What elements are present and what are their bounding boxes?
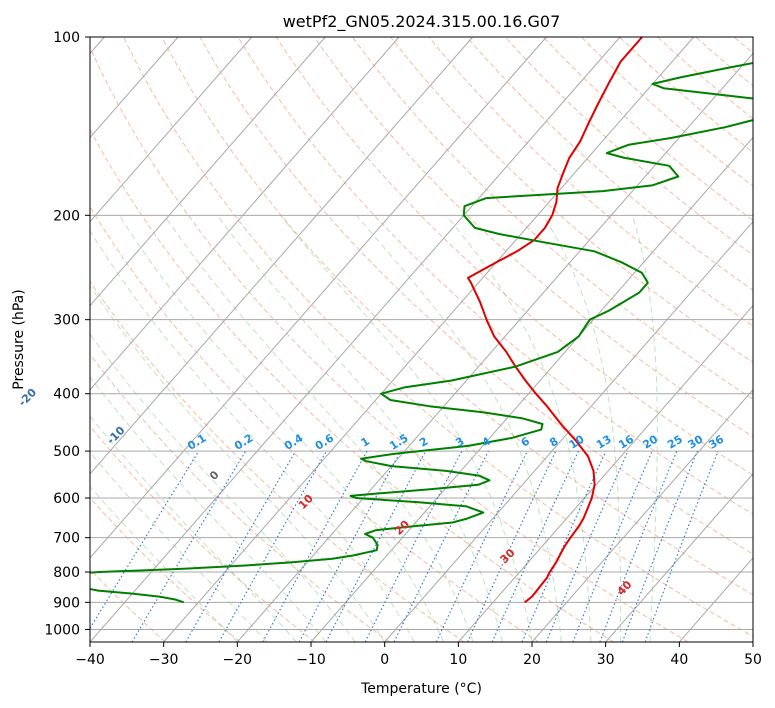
y-tick-label: 400: [53, 387, 80, 403]
moist-adiabat-line: [163, 215, 474, 642]
mixing-ratio-line: [644, 450, 719, 642]
dry-adiabat-line: [90, 280, 465, 642]
x-tick-label: 20: [523, 652, 541, 668]
isotherm-gridline: [531, 388, 753, 642]
moist-adiabat-line: [90, 333, 356, 642]
dry-adiabat-line: [466, 37, 753, 291]
dry-adiabat-line: [313, 37, 753, 438]
dry-adiabat-line: [90, 425, 315, 642]
y-tick-label: 800: [53, 565, 80, 581]
moist-adiabat-line: [356, 214, 562, 642]
x-tick-label: −30: [149, 652, 179, 668]
mixing-ratio-line: [393, 450, 489, 642]
isotherm-gridline: [236, 52, 753, 642]
isotherm-gridline: [605, 473, 753, 642]
moist-adiabat-line: [90, 285, 386, 642]
y-tick-label: 500: [53, 444, 80, 460]
dry-adiabat-line: [199, 37, 753, 555]
x-tick-label: 40: [670, 652, 688, 668]
y-tick-label: 100: [53, 30, 80, 46]
dry-adiabat-line: [90, 497, 241, 642]
profile-lines-layer: [90, 37, 753, 604]
moist-adiabat-line: [90, 376, 327, 642]
isotherm-gridline: [90, 37, 253, 223]
moist-adiabat-line: [216, 215, 503, 642]
dry-adiabat-line: [237, 37, 753, 515]
dry-adiabat-line: [90, 205, 540, 642]
dry-adiabat-line: [90, 46, 689, 642]
isotherm-gridline: [90, 37, 547, 559]
isotherm-gridline: [90, 37, 326, 307]
mixing-ratio-line: [572, 450, 653, 642]
x-tick-label: 50: [744, 652, 762, 668]
moist-adiabat-line: [118, 215, 445, 642]
dewpoint-profile-line: [90, 61, 753, 604]
x-tick-label: −40: [75, 652, 105, 668]
y-tick-label: 300: [53, 313, 80, 329]
x-tick-label: 0: [380, 652, 389, 668]
x-axis-label: Temperature (°C): [360, 681, 482, 697]
dry-adiabat-line: [90, 128, 614, 642]
y-axis-label: Pressure (hPa): [11, 289, 27, 389]
mixing-ratio-line: [491, 450, 579, 642]
mixing-ratio-line: [364, 450, 463, 642]
dry-adiabat-line: [428, 37, 753, 327]
moist-adiabat-line: [632, 215, 658, 642]
axis-ticks-layer: −40 −30 −20 −10 0 10 20 30 40 50 100 200 300 400 500 60…: [44, 30, 762, 668]
y-tick-label: 1000: [44, 622, 80, 638]
x-tick-label: −20: [223, 652, 253, 668]
moist-adiabat-line: [90, 451, 268, 642]
chart-title: wetPf2_GN05.2024.315.00.16.G07: [283, 12, 561, 32]
moist-adiabat-line: [542, 215, 621, 642]
isotherm-gridline: [90, 37, 400, 391]
y-tick-label: 600: [53, 491, 80, 507]
x-tick-label: 10: [449, 652, 467, 668]
isotherm-gridline: [163, 37, 695, 642]
dry-adiabat-line: [161, 37, 753, 596]
isotherm-gridline: [90, 37, 474, 475]
isotherm-gridline: [384, 220, 753, 642]
mixing-ratio-line: [298, 450, 402, 642]
plot-area: [90, 37, 753, 642]
dry-adiabat-line: [123, 37, 753, 638]
isotherm-gridline: [90, 37, 621, 642]
isotherm-gridline: [457, 304, 753, 642]
y-tick-label: 700: [53, 531, 80, 547]
y-tick-label: 200: [53, 208, 80, 224]
y-tick-label: 900: [53, 595, 80, 611]
dry-adiabat-line: [90, 353, 390, 642]
x-tick-label: −10: [296, 652, 326, 668]
mixing-ratio-line: [90, 450, 200, 630]
moist-adiabat-line: [90, 415, 297, 642]
mixing-ratio-line: [545, 450, 629, 642]
moist-adiabat-line: [90, 229, 415, 642]
plot-frame: [89, 36, 754, 643]
mixing-ratio-line: [599, 450, 678, 642]
dry-adiabat-line: [352, 37, 753, 400]
mixing-ratio-line: [621, 450, 698, 642]
x-tick-label: 30: [597, 652, 615, 668]
mixing-ratio-line: [262, 450, 368, 642]
moist-adiabat-line: [280, 214, 533, 642]
moist-adiabat-line: [90, 485, 238, 642]
